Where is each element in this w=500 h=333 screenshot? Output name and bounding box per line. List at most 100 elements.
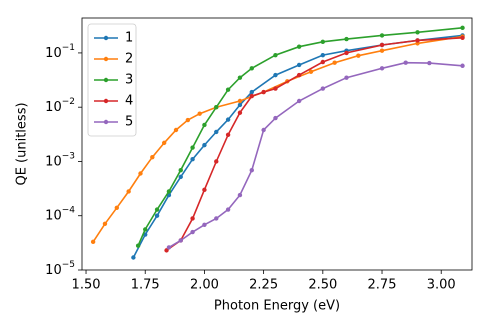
- series-point: [460, 25, 465, 31]
- series-point: [202, 122, 207, 128]
- series-point: [214, 159, 219, 164]
- series-point: [225, 87, 231, 92]
- y-tick-label: 10−2: [45, 97, 75, 115]
- series-point: [415, 38, 420, 43]
- series-point: [178, 174, 183, 180]
- x-axis-label: Photon Energy (eV): [214, 299, 340, 314]
- series-point: [460, 63, 465, 68]
- series-point: [249, 66, 254, 71]
- series-point: [415, 30, 420, 35]
- series-point: [249, 93, 254, 99]
- legend-label: 5: [125, 115, 133, 130]
- series-point: [344, 75, 349, 80]
- series-point: [166, 245, 172, 250]
- legend-marker: [103, 119, 109, 125]
- series-point: [296, 72, 302, 78]
- tick-exponent: −4: [62, 205, 76, 215]
- y-tick-label: 10−3: [45, 151, 75, 169]
- tick-base: 10: [45, 45, 62, 60]
- legend-marker: [103, 56, 109, 62]
- series-line: [137, 27, 463, 247]
- x-tick-label: 2.25: [249, 278, 278, 293]
- series-point: [249, 168, 254, 173]
- series-point: [427, 60, 432, 66]
- series-point: [237, 102, 243, 108]
- y-tick-label: 10−5: [45, 260, 75, 278]
- series-point: [379, 66, 385, 71]
- series-line: [92, 35, 463, 243]
- series-point: [166, 189, 172, 194]
- series-point: [225, 132, 231, 137]
- legend-marker: [103, 35, 109, 41]
- series-point: [332, 60, 337, 65]
- series-point: [190, 229, 195, 235]
- series-point: [90, 239, 96, 245]
- series-point: [150, 154, 155, 160]
- x-tick-label: 1.50: [72, 278, 101, 293]
- legend-label: 1: [125, 31, 133, 46]
- series-point: [379, 48, 385, 53]
- series-point: [273, 72, 278, 78]
- series-point: [214, 216, 219, 221]
- tick-exponent: −1: [62, 42, 75, 52]
- series-point: [202, 222, 207, 228]
- series-point: [320, 52, 326, 58]
- series-point: [102, 221, 108, 227]
- series-point: [154, 213, 160, 218]
- tick-base: 10: [45, 154, 62, 169]
- series-point: [356, 53, 361, 58]
- series-point: [185, 117, 191, 123]
- x-tick-label: 3.00: [427, 278, 456, 293]
- series-point: [237, 98, 243, 104]
- series-point: [261, 89, 266, 95]
- series-point: [190, 216, 195, 221]
- series-point: [225, 207, 231, 212]
- x-tick-label: 2.75: [368, 278, 397, 293]
- series-point: [344, 50, 349, 56]
- tick-exponent: −2: [62, 97, 75, 107]
- series-point: [344, 36, 349, 42]
- series-point: [126, 189, 131, 194]
- series-point: [460, 35, 465, 40]
- series-point: [214, 129, 219, 135]
- y-tick-label: 10−4: [45, 205, 75, 223]
- series-point: [273, 52, 278, 58]
- series-point: [273, 115, 278, 121]
- series-point: [237, 192, 243, 198]
- series-point: [202, 142, 207, 148]
- series-point: [154, 207, 160, 212]
- tick-base: 10: [45, 100, 62, 115]
- series-line: [132, 34, 463, 258]
- series-line: [166, 37, 463, 252]
- series-point: [379, 42, 385, 48]
- series-point: [308, 69, 314, 74]
- series-point: [138, 171, 143, 176]
- series-point: [403, 60, 408, 65]
- series-point: [273, 86, 278, 91]
- tick-exponent: −5: [62, 260, 75, 270]
- legend-marker: [103, 77, 109, 83]
- series-point: [161, 140, 167, 146]
- series-point: [190, 145, 195, 150]
- tick-base: 10: [45, 263, 62, 278]
- series-point: [249, 89, 254, 95]
- series-point: [143, 227, 148, 232]
- series-point: [214, 104, 219, 110]
- series-point: [114, 205, 120, 210]
- series-point: [320, 59, 326, 65]
- series-point: [261, 127, 266, 133]
- series-point: [237, 110, 243, 115]
- series-point: [296, 98, 302, 104]
- series-point: [296, 44, 302, 49]
- series-point: [178, 168, 183, 173]
- tick-base: 10: [45, 208, 62, 223]
- series-point: [225, 117, 231, 122]
- series-point: [190, 157, 195, 162]
- x-tick-label: 1.75: [131, 278, 160, 293]
- series-point: [131, 255, 136, 260]
- plot-frame: [81, 17, 473, 271]
- legend-label: 4: [125, 94, 133, 109]
- series-point: [197, 111, 202, 116]
